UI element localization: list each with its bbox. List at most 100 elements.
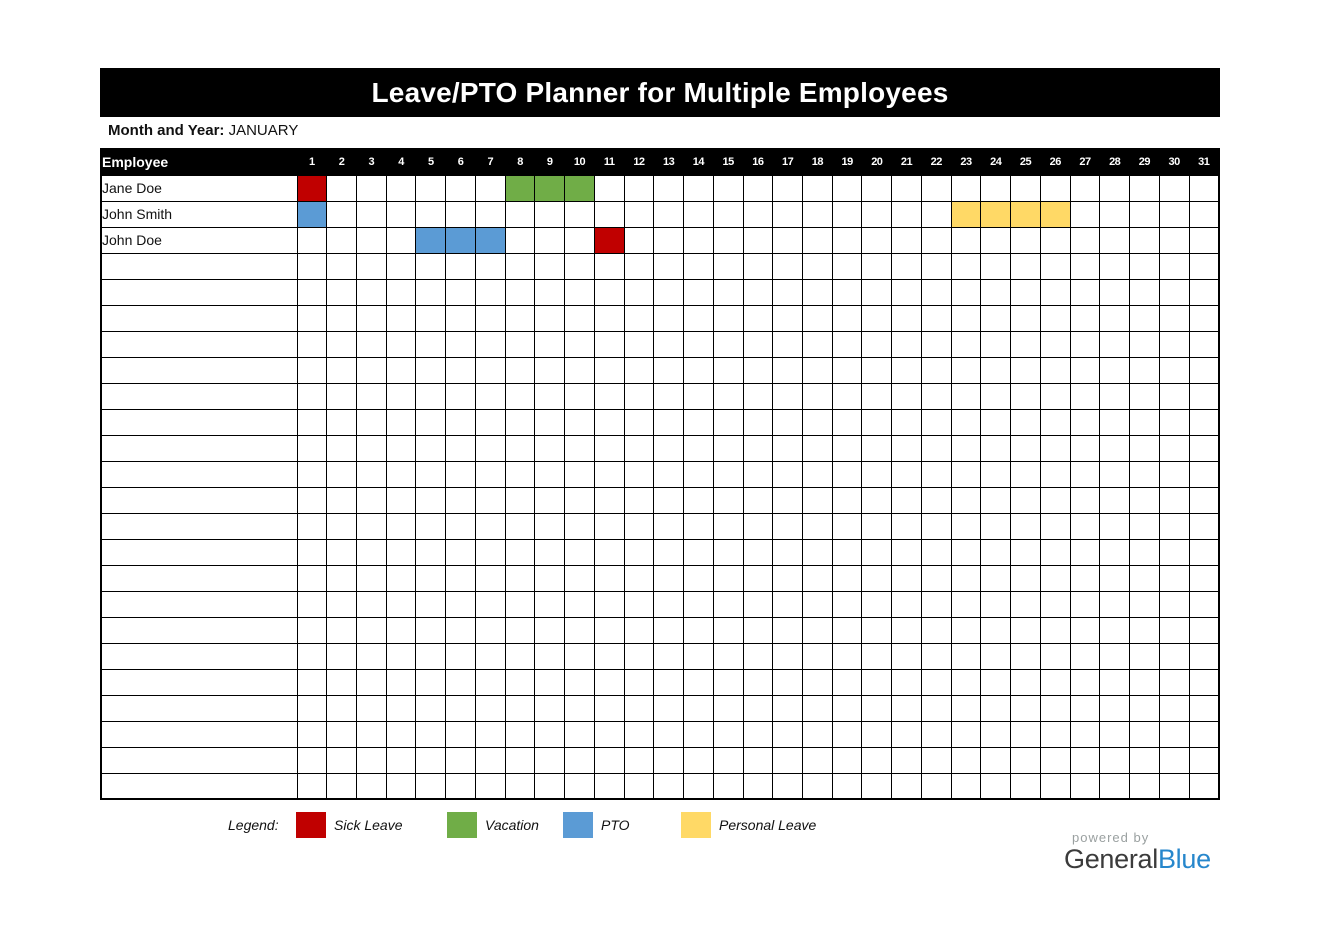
day-cell[interactable] — [980, 486, 1012, 514]
day-cell[interactable] — [801, 538, 833, 566]
day-cell[interactable] — [445, 746, 476, 774]
day-cell[interactable] — [683, 278, 714, 306]
day-cell[interactable] — [1099, 564, 1131, 592]
day-cell[interactable] — [1129, 486, 1160, 514]
day-cell[interactable] — [474, 408, 506, 436]
day-cell[interactable] — [861, 226, 893, 254]
day-cell[interactable] — [564, 200, 595, 228]
day-cell[interactable] — [772, 642, 803, 670]
day-cell[interactable] — [534, 746, 566, 774]
day-cell[interactable] — [920, 694, 952, 722]
day-cell[interactable] — [891, 330, 922, 358]
day-cell[interactable] — [1069, 642, 1101, 670]
day-cell[interactable] — [385, 382, 417, 410]
day-cell[interactable] — [296, 408, 328, 436]
day-cell[interactable] — [534, 434, 566, 462]
day-cell[interactable] — [683, 408, 714, 436]
day-cell[interactable] — [1158, 486, 1190, 514]
day-cell[interactable] — [950, 356, 982, 384]
day-cell[interactable] — [950, 278, 982, 306]
day-cell[interactable] — [445, 356, 476, 384]
day-cell[interactable] — [623, 512, 655, 540]
day-cell[interactable] — [1129, 174, 1160, 202]
day-cell[interactable] — [1069, 694, 1101, 722]
day-cell[interactable] — [623, 668, 655, 696]
day-cell[interactable] — [1039, 330, 1071, 358]
day-cell[interactable] — [801, 616, 833, 644]
day-cell[interactable] — [831, 538, 863, 566]
day-cell[interactable] — [950, 330, 982, 358]
day-cell[interactable] — [683, 616, 714, 644]
day-cell[interactable] — [385, 512, 417, 540]
day-cell[interactable] — [772, 434, 803, 462]
day-cell[interactable] — [296, 226, 328, 254]
day-cell[interactable] — [385, 278, 417, 306]
day-cell[interactable] — [920, 564, 952, 592]
day-cell[interactable] — [504, 668, 536, 696]
day-cell[interactable] — [445, 434, 476, 462]
day-cell[interactable] — [861, 330, 893, 358]
day-cell[interactable] — [831, 408, 863, 436]
day-cell[interactable] — [534, 694, 566, 722]
day-cell[interactable] — [355, 512, 387, 540]
day-cell[interactable] — [772, 694, 803, 722]
day-cell[interactable] — [623, 382, 655, 410]
day-cell[interactable] — [1188, 642, 1220, 670]
day-cell[interactable] — [683, 434, 714, 462]
day-cell[interactable] — [326, 590, 357, 618]
day-cell[interactable] — [1099, 538, 1131, 566]
day-cell[interactable] — [623, 226, 655, 254]
day-cell[interactable] — [1069, 616, 1101, 644]
day-cell[interactable] — [1039, 226, 1071, 254]
day-cell[interactable] — [683, 512, 714, 540]
day-cell[interactable] — [564, 668, 595, 696]
day-cell[interactable] — [415, 408, 447, 436]
day-cell[interactable] — [683, 772, 714, 800]
employee-name-cell[interactable] — [100, 330, 298, 358]
day-cell[interactable] — [891, 382, 922, 410]
day-cell[interactable] — [564, 486, 595, 514]
day-cell[interactable] — [1099, 616, 1131, 644]
day-cell[interactable] — [683, 356, 714, 384]
leave-cell-personal[interactable] — [1010, 200, 1041, 228]
day-cell[interactable] — [742, 460, 774, 488]
day-cell[interactable] — [831, 200, 863, 228]
day-cell[interactable] — [1069, 746, 1101, 774]
day-cell[interactable] — [801, 590, 833, 618]
day-cell[interactable] — [920, 538, 952, 566]
day-cell[interactable] — [1129, 512, 1160, 540]
day-cell[interactable] — [742, 252, 774, 280]
day-cell[interactable] — [1188, 278, 1220, 306]
day-cell[interactable] — [801, 694, 833, 722]
day-cell[interactable] — [504, 486, 536, 514]
employee-name-cell[interactable] — [100, 408, 298, 436]
day-cell[interactable] — [1099, 356, 1131, 384]
day-cell[interactable] — [504, 590, 536, 618]
day-cell[interactable] — [415, 252, 447, 280]
employee-name-cell[interactable] — [100, 382, 298, 410]
day-cell[interactable] — [950, 694, 982, 722]
day-cell[interactable] — [712, 616, 744, 644]
day-cell[interactable] — [326, 772, 357, 800]
day-cell[interactable] — [296, 330, 328, 358]
day-cell[interactable] — [742, 304, 774, 332]
day-cell[interactable] — [801, 720, 833, 748]
day-cell[interactable] — [355, 356, 387, 384]
day-cell[interactable] — [326, 720, 357, 748]
day-cell[interactable] — [445, 278, 476, 306]
day-cell[interactable] — [980, 278, 1012, 306]
day-cell[interactable] — [980, 226, 1012, 254]
day-cell[interactable] — [1010, 356, 1041, 384]
day-cell[interactable] — [1010, 642, 1041, 670]
day-cell[interactable] — [891, 538, 922, 566]
day-cell[interactable] — [653, 486, 685, 514]
day-cell[interactable] — [1158, 746, 1190, 774]
day-cell[interactable] — [801, 746, 833, 774]
day-cell[interactable] — [445, 564, 476, 592]
day-cell[interactable] — [534, 642, 566, 670]
day-cell[interactable] — [712, 642, 744, 670]
employee-name-cell[interactable] — [100, 772, 298, 800]
day-cell[interactable] — [1039, 642, 1071, 670]
day-cell[interactable] — [712, 226, 744, 254]
day-cell[interactable] — [772, 772, 803, 800]
